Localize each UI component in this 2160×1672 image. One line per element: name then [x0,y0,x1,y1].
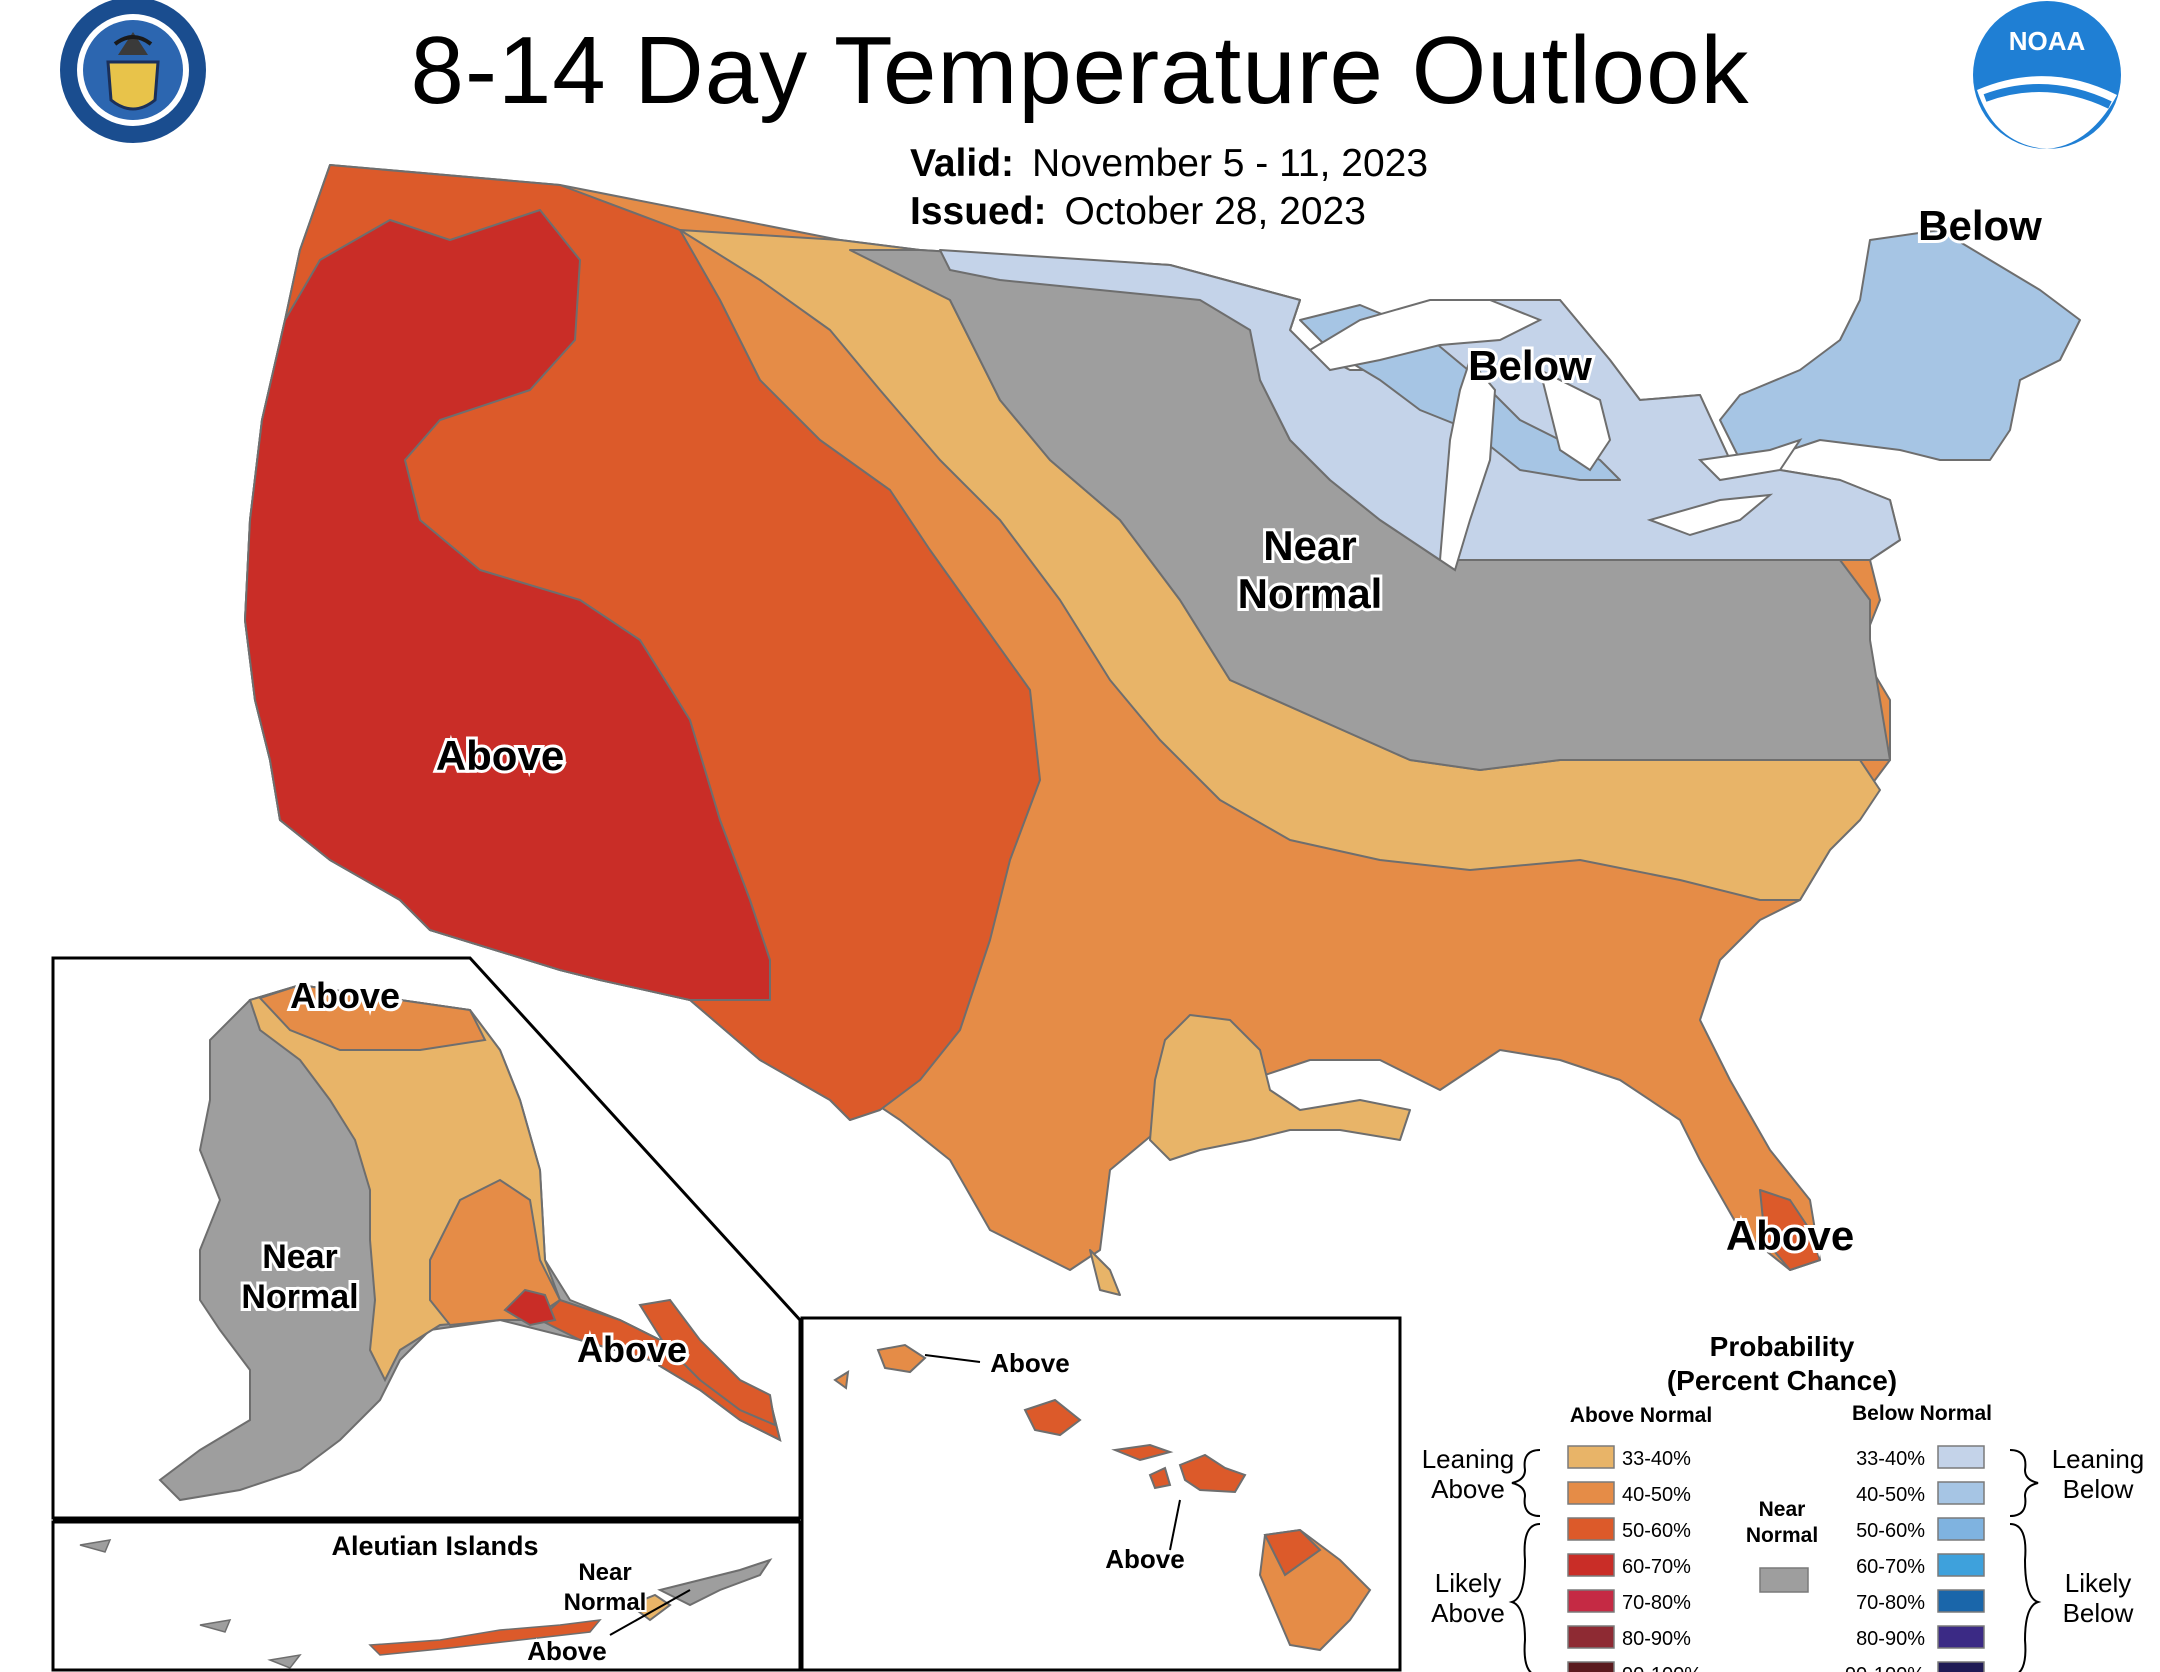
doc-seal-logo [60,0,206,143]
valid-dates: Valid: November 5 - 11, 2023 [910,142,1428,186]
legend-near-swatch [1759,1567,1809,1593]
label-above-west: Above [436,732,564,779]
conus [244,164,2081,1296]
label-below-ne: Below [1918,202,2042,249]
above-50-60-fl [1759,1189,1821,1271]
legend-below-label-6: 90-100% [1845,1664,1925,1672]
legend-leaning-below-1: Leaning [2052,1444,2145,1474]
label-hi-above-2: Above [1105,1544,1184,1574]
label-aleut-near-1: Near [578,1559,631,1586]
legend-below-label-0: 33-40% [1856,1448,1925,1470]
alaska-panhandle [638,1298,777,1427]
issued-label: Issued: [910,190,1047,233]
issued-date: Issued: October 28, 2023 [910,190,1366,234]
valid-label: Valid: [910,142,1015,185]
page-title: 8-14 Day Temperature Outlook [410,17,1750,124]
legend-below-swatch-6 [1937,1661,1985,1672]
above-33-40-texas [1149,1014,1411,1161]
noaa-text: NOAA [2009,26,2086,56]
legend-above-swatches: 33-40% 40-50% 50-60% 60-70% 70-80% 80-90% 90-1… [1567,1445,1702,1672]
alaska-above-40-50 [258,983,487,1051]
legend-above-label-1: 40-50% [1622,1484,1691,1506]
above-60-70 [244,209,771,1001]
label-aleut-above: Above [527,1636,606,1666]
legend-likely-below-2: Below [2063,1598,2134,1628]
label-near-normal-2: Normal [1238,570,1383,617]
legend-title-2: (Percent Chance) [1667,1365,1897,1396]
legend: Probability (Percent Chance) Above Norma… [1422,1331,2145,1672]
legend-below-label-5: 80-90% [1856,1628,1925,1650]
alaska-inset [51,956,802,1522]
legend-below-swatches: 33-40% 40-50% 50-60% 60-70% 70-80% 80-90% 90-1… [1845,1445,1985,1672]
legend-near-2: Normal [1746,1524,1818,1547]
valid-value: November 5 - 11, 2023 [1032,142,1429,185]
below-40-50-ne [1719,229,2081,471]
great-lakes [1308,299,1803,572]
legend-above-header: Above Normal [1570,1404,1712,1427]
legend-above-swatch-5 [1567,1625,1615,1649]
legend-above-swatch-6 [1567,1661,1615,1672]
legend-likely-above-2: Above [1431,1598,1505,1628]
legend-below-label-1: 40-50% [1856,1484,1925,1506]
legend-title-1: Probability [1710,1331,1855,1362]
label-hi-above-1: Above [990,1348,1069,1378]
legend-below-swatch-2 [1937,1517,1985,1541]
label-ak-near-2: Normal [241,1278,358,1316]
noaa-logo: NOAA [1973,1,2121,149]
label-aleutian-title: Aleutian Islands [331,1531,538,1561]
legend-below-label-2: 50-60% [1856,1520,1925,1542]
legend-likely-above-1: Likely [1435,1568,1501,1598]
legend-above-swatch-0 [1567,1445,1615,1469]
issued-value: October 28, 2023 [1064,190,1366,233]
label-aleut-near-2: Normal [564,1589,647,1616]
legend-likely-below-1: Likely [2065,1568,2131,1598]
legend-below-swatch-3 [1937,1553,1985,1577]
legend-above-label-3: 60-70% [1622,1556,1691,1578]
legend-above-label-2: 50-60% [1622,1520,1691,1542]
legend-below-swatch-0 [1937,1445,1985,1469]
legend-above-label-4: 70-80% [1622,1592,1691,1614]
label-near-normal-1: Near [1263,522,1356,569]
legend-below-swatch-5 [1937,1625,1985,1649]
legend-below-swatch-1 [1937,1481,1985,1505]
hawaii-inset [800,1316,1402,1672]
legend-above-label-6: 90-100% [1622,1664,1702,1672]
legend-below-label-4: 70-80% [1856,1592,1925,1614]
alaska-above-60-70 [503,1288,557,1327]
legend-below-label-3: 60-70% [1856,1556,1925,1578]
label-above-fl: Above [1726,1212,1854,1259]
label-ak-near-1: Near [262,1238,338,1276]
legend-leaning-above-2: Above [1431,1474,1505,1504]
label-ak-above-se: Above [577,1329,687,1370]
legend-above-swatch-3 [1567,1553,1615,1577]
legend-below-header: Below Normal [1852,1402,1992,1425]
label-below-lakes: Below [1468,342,1592,389]
aleutian-inset [51,1520,802,1672]
legend-below-swatch-4 [1937,1589,1985,1613]
legend-above-label-0: 33-40% [1622,1448,1691,1470]
legend-above-swatch-2 [1567,1517,1615,1541]
legend-leaning-above-1: Leaning [1422,1444,1515,1474]
legend-above-label-5: 80-90% [1622,1628,1691,1650]
legend-above-swatch-1 [1567,1481,1615,1505]
legend-above-swatch-4 [1567,1589,1615,1613]
legend-leaning-below-2: Below [2063,1474,2134,1504]
label-ak-above-north: Above [290,975,400,1016]
legend-near-1: Near [1759,1498,1806,1521]
above-33-40-tx-south [1089,1249,1121,1296]
